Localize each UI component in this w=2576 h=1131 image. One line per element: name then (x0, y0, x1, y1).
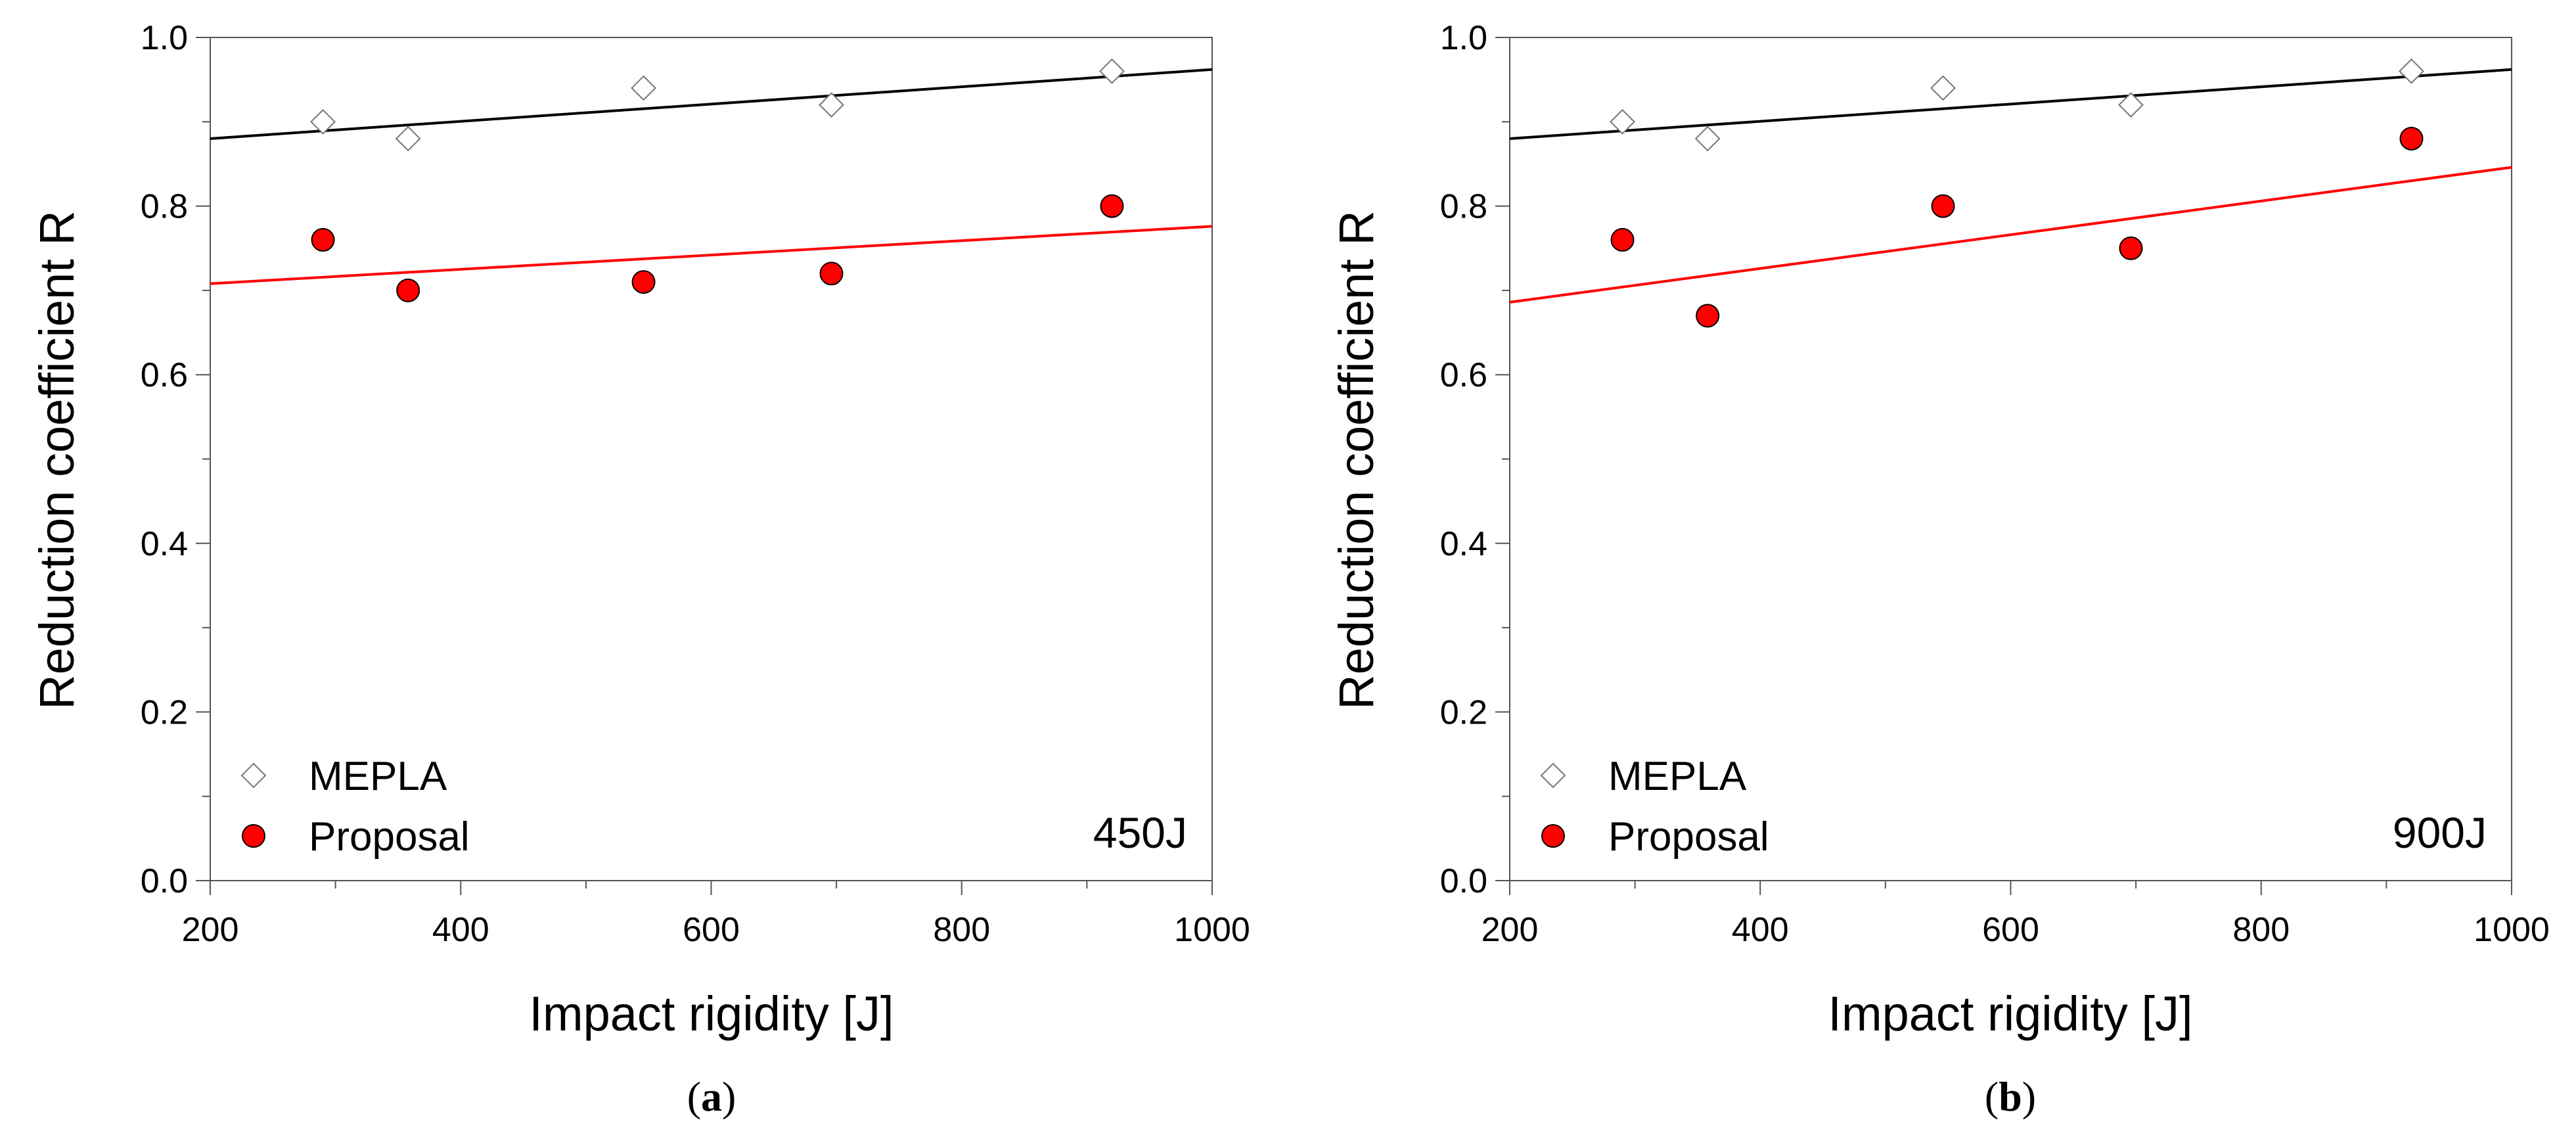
x-tick-label: 800 (933, 911, 990, 949)
legend-label: Proposal (1608, 814, 1769, 860)
y-tick-label: 0.0 (141, 862, 188, 900)
caption-letter: b (1999, 1073, 2022, 1120)
legend-label: MEPLA (309, 754, 447, 799)
panel-caption: (a) (687, 1073, 736, 1120)
y-tick-label: 0.8 (1440, 188, 1487, 226)
x-axis-title: Impact rigidity [J] (529, 986, 893, 1041)
y-axis-title: Reduction coefficient R (30, 210, 84, 710)
data-point (2119, 236, 2143, 260)
y-tick-label: 1.0 (1440, 19, 1487, 57)
chart-panel-a: Reduction coefficient R Impact rigidity … (30, 19, 1250, 1120)
trend-line (210, 225, 1213, 285)
x-tick-label: 600 (683, 911, 740, 949)
y-axis-title: Reduction coefficient R (1329, 210, 1384, 710)
y-tick-label: 0.6 (141, 356, 188, 394)
data-point (1696, 304, 1720, 328)
caption-close-paren: ) (722, 1073, 736, 1120)
x-tick-label: 200 (182, 911, 239, 949)
data-point (2118, 92, 2144, 118)
energy-annotation: 450J (1093, 808, 1187, 857)
y-tick-label: 0.6 (1440, 356, 1487, 394)
x-tick-label: 400 (432, 911, 489, 949)
y-tick-label: 0.0 (1440, 862, 1487, 900)
caption-open-paren: ( (687, 1073, 701, 1120)
data-point (1610, 108, 1635, 135)
data-point (1099, 58, 1125, 84)
y-tick-label: 0.2 (141, 693, 188, 731)
data-point (1610, 227, 1635, 252)
y-tick-label: 0.8 (141, 188, 188, 226)
x-tick-label: 200 (1481, 911, 1539, 949)
data-point (1930, 75, 1956, 101)
data-point (819, 262, 844, 286)
x-tick-label: 600 (1982, 911, 2039, 949)
legend-marker (1541, 824, 1565, 848)
data-point (310, 108, 336, 135)
x-tick-label: 1000 (2474, 911, 2550, 949)
data-point (819, 92, 844, 118)
data-point (631, 75, 656, 101)
trend-line (210, 68, 1213, 140)
x-tick-label: 800 (2232, 911, 2290, 949)
legend-marker (242, 824, 265, 848)
chart-panel-b: Reduction coefficient R Impact rigidity … (1329, 19, 2550, 1120)
x-tick-label: 400 (1732, 911, 1789, 949)
data-point (2399, 58, 2424, 84)
y-tick-label: 0.4 (141, 525, 188, 563)
trend-line (1509, 68, 2512, 140)
energy-annotation: 900J (2393, 808, 2487, 857)
trend-line (1509, 166, 2512, 304)
legend-marker (240, 762, 267, 789)
caption-letter: a (701, 1073, 722, 1120)
data-point (311, 227, 335, 252)
data-point (2399, 126, 2424, 150)
data-point (1931, 194, 1955, 218)
data-point (396, 278, 420, 302)
caption-open-paren: ( (1985, 1073, 1999, 1120)
y-tick-label: 1.0 (141, 19, 188, 57)
data-point (395, 126, 421, 152)
x-axis-title: Impact rigidity [J] (1828, 986, 2192, 1041)
legend-label: MEPLA (1608, 754, 1747, 799)
panel-caption: (b) (1985, 1073, 2036, 1120)
data-point (631, 270, 656, 294)
data-point (1100, 194, 1124, 218)
legend-marker (1540, 762, 1566, 789)
y-tick-label: 0.4 (1440, 525, 1487, 563)
x-tick-label: 1000 (1174, 911, 1250, 949)
legend-label: Proposal (309, 814, 470, 860)
caption-close-paren: ) (2022, 1073, 2036, 1120)
data-point (1694, 126, 1721, 152)
y-tick-label: 0.2 (1440, 693, 1487, 731)
